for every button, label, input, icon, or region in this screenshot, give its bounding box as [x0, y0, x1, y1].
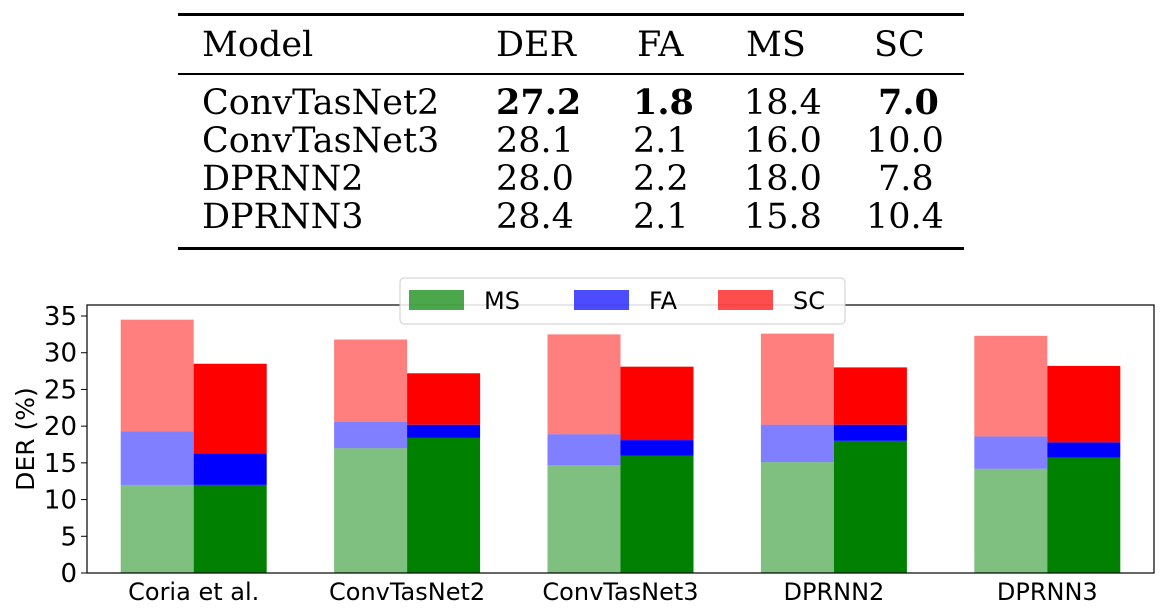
table-row-3-fa: 2.2	[633, 159, 689, 199]
table-row-3-ms: 18.0	[744, 159, 822, 199]
bar-convtasnet3-baseline-fa	[547, 434, 621, 466]
y-tick-label-15: 15	[44, 449, 77, 479]
x-tick-label-dprnn3: DPRNN3	[997, 578, 1098, 606]
bar-dprnn3-baseline-fa	[974, 436, 1048, 469]
bar-convtasnet3-baseline-sc	[547, 334, 621, 435]
bar-dprnn2-model-fa	[833, 424, 907, 441]
bar-dprnn2-baseline-sc	[760, 333, 834, 425]
table-row-3-model: DPRNN2	[202, 159, 364, 199]
bar-dprnn2-baseline-ms	[760, 462, 834, 573]
bar-convtasnet2-model-fa	[407, 424, 481, 438]
table-header-der: DER	[496, 25, 576, 65]
legend-swatch-sc	[718, 290, 773, 310]
bar-coria-et-al-baseline-ms	[120, 484, 194, 573]
bar-convtasnet2-baseline-sc	[334, 339, 408, 422]
table-row-1-der: 27.2	[496, 82, 582, 123]
legend-label-sc: SC	[793, 287, 825, 315]
table-row-4-ms: 15.8	[744, 197, 822, 237]
table-header-ms: MS	[746, 25, 806, 65]
table-header-fa: FA	[637, 25, 684, 65]
y-tick-label-20: 20	[44, 412, 77, 442]
legend-swatch-fa	[574, 290, 629, 310]
bar-convtasnet3-model-ms	[620, 455, 694, 573]
legend-label-fa: FA	[649, 287, 678, 315]
bar-dprnn2-model-sc	[833, 367, 907, 425]
y-tick-label-25: 25	[44, 375, 77, 405]
table-row-1-fa: 1.8	[633, 82, 694, 123]
bar-coria-et-al-baseline-fa	[120, 431, 194, 485]
table-row-2-ms: 16.0	[744, 121, 822, 161]
bar-coria-et-al-baseline-sc	[120, 319, 194, 432]
table-row-1-model: ConvTasNet2	[202, 83, 440, 123]
table-row-2-model: ConvTasNet3	[202, 121, 440, 161]
bar-convtasnet2-baseline-fa	[334, 421, 408, 449]
legend-label-ms: MS	[484, 287, 520, 315]
table-row-1-sc: 7.0	[878, 82, 939, 123]
table-row-3-der: 28.0	[496, 159, 574, 199]
bar-coria-et-al-model-ms	[193, 484, 267, 573]
table-row-4-fa: 2.1	[633, 197, 689, 237]
x-tick-label-convtasnet2: ConvTasNet2	[329, 578, 485, 606]
table-row-4-der: 28.4	[496, 197, 574, 237]
table-top-rule	[178, 13, 964, 16]
x-tick-label-coria-et-al: Coria et al.	[128, 578, 259, 606]
bar-convtasnet2-model-sc	[407, 373, 481, 425]
table-row-2-der: 28.1	[496, 121, 574, 161]
table-row-4-sc: 10.4	[866, 197, 944, 237]
y-tick-label-5: 5	[60, 522, 77, 552]
bar-dprnn3-model-fa	[1047, 442, 1121, 458]
bar-dprnn3-model-ms	[1047, 457, 1121, 573]
bar-dprnn2-model-ms	[833, 440, 907, 573]
table-row-1-ms: 18.4	[744, 83, 822, 123]
legend-swatch-ms	[409, 290, 464, 310]
table-row-2-fa: 2.1	[633, 121, 689, 161]
table-header-sc: SC	[874, 25, 925, 65]
x-tick-label-dprnn2: DPRNN2	[783, 578, 884, 606]
der-stacked-bar-chart: Coria et al. ConvTasNet2 ConvTasNet3 DPRNN2…	[11, 277, 1155, 606]
bar-dprnn2-baseline-fa	[760, 424, 834, 463]
y-tick-label-30: 30	[44, 339, 77, 369]
y-axis-label: DER (%)	[11, 387, 40, 491]
bar-dprnn3-model-sc	[1047, 365, 1121, 443]
table-row-4-model: DPRNN3	[202, 197, 364, 237]
table-bottom-rule	[178, 247, 964, 250]
x-tick-label-convtasnet3: ConvTasNet3	[542, 578, 698, 606]
table-header-model: Model	[202, 25, 314, 65]
bar-convtasnet2-baseline-ms	[334, 448, 408, 573]
bar-dprnn3-baseline-sc	[974, 335, 1048, 437]
bar-convtasnet3-model-sc	[620, 366, 694, 441]
bar-convtasnet3-baseline-ms	[547, 465, 621, 573]
table-header-rule	[178, 73, 964, 75]
y-tick-label-35: 35	[44, 302, 77, 332]
bar-coria-et-al-model-sc	[193, 363, 267, 454]
table-row-3-sc: 7.8	[878, 159, 934, 199]
bar-convtasnet3-model-fa	[620, 440, 694, 456]
results-table: Model DER FA MS SC ConvTasNet2 27.2 1.8 …	[178, 0, 964, 252]
y-tick-label-10: 10	[44, 486, 77, 516]
bar-convtasnet2-model-ms	[407, 437, 481, 573]
bar-dprnn3-baseline-ms	[974, 468, 1048, 573]
y-tick-label-0: 0	[60, 559, 77, 589]
table-row-2-sc: 10.0	[866, 121, 944, 161]
bar-coria-et-al-model-fa	[193, 453, 267, 485]
